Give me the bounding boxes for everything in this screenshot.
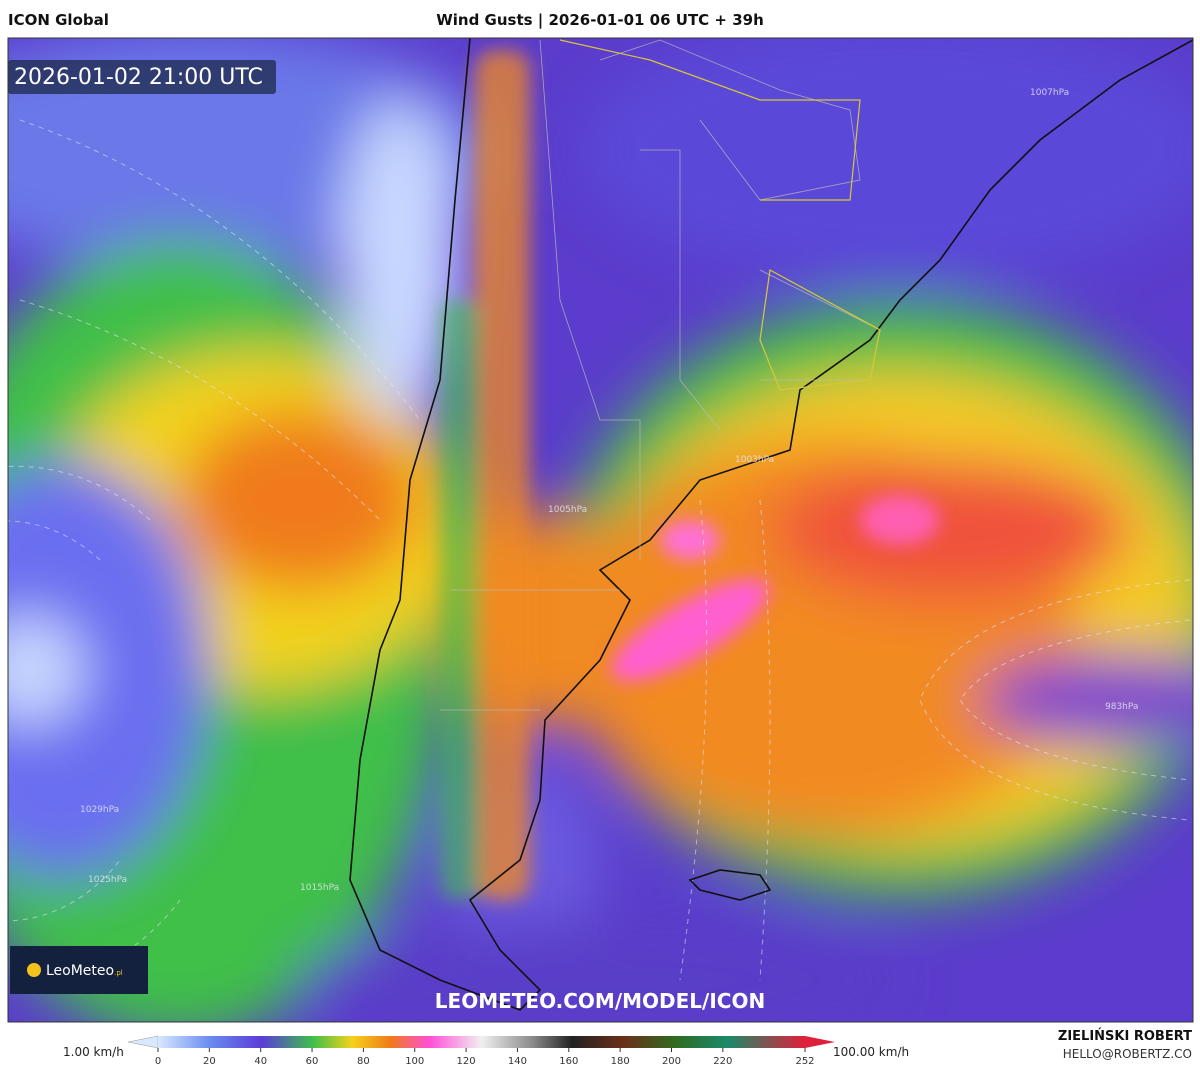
colorbar-min-label: 1.00 km/h bbox=[63, 1045, 124, 1059]
colorbar-tick-label: 100 bbox=[405, 1056, 424, 1066]
author: ZIELIŃSKI ROBERT bbox=[1058, 1028, 1192, 1044]
isobar-label: 1005hPa bbox=[548, 505, 587, 515]
colorbar-tick-label: 180 bbox=[611, 1056, 630, 1066]
map-title: Wind Gusts | 2026-01-01 06 UTC + 39h bbox=[436, 11, 764, 30]
colorbar: 0 20 40 60 80 100 120 140 160 180 200 220 252 bbox=[127, 1035, 835, 1066]
colorbar-tick-label: 200 bbox=[662, 1056, 681, 1066]
colorbar-tick-label: 120 bbox=[457, 1056, 476, 1066]
isobar-label: 1007hPa bbox=[1030, 88, 1069, 98]
colorbar-tick-label: 60 bbox=[306, 1056, 319, 1066]
watermark: LEOMETEO.COM/MODEL/ICON bbox=[435, 989, 765, 1013]
colorbar-tick-label: 80 bbox=[357, 1056, 370, 1066]
colorbar-tick-label: 220 bbox=[713, 1056, 732, 1066]
colorbar-tick-label: 252 bbox=[795, 1056, 814, 1066]
colorbar-tick-label: 20 bbox=[203, 1056, 216, 1066]
logo: LeoMeteo.pl bbox=[46, 963, 123, 979]
colorbar-max-label: 100.00 km/h bbox=[833, 1045, 909, 1059]
colorbar-tick-label: 0 bbox=[155, 1056, 161, 1066]
isobar-label: 1003hPa bbox=[735, 455, 774, 465]
colorbar-tick-label: 140 bbox=[508, 1056, 527, 1066]
map: 1007hPa 1003hPa 1005hPa 983hPa 1029hPa 1… bbox=[8, 38, 1193, 1022]
logo-suffix: .pl bbox=[114, 969, 123, 977]
isobar-label: 1025hPa bbox=[88, 875, 127, 885]
model-name: ICON Global bbox=[8, 11, 109, 29]
colorbar-tick-label: 40 bbox=[254, 1056, 267, 1066]
email: HELLO@ROBERTZ.CO bbox=[1063, 1047, 1192, 1061]
colorbar-tick-label: 160 bbox=[559, 1056, 578, 1066]
logo-name: LeoMeteo bbox=[46, 963, 114, 979]
isobar-label: 1029hPa bbox=[80, 805, 119, 815]
isobar-label: 1015hPa bbox=[300, 883, 339, 893]
valid-time: 2026-01-02 21:00 UTC bbox=[14, 65, 263, 90]
isobar-label: 983hPa bbox=[1105, 702, 1138, 712]
